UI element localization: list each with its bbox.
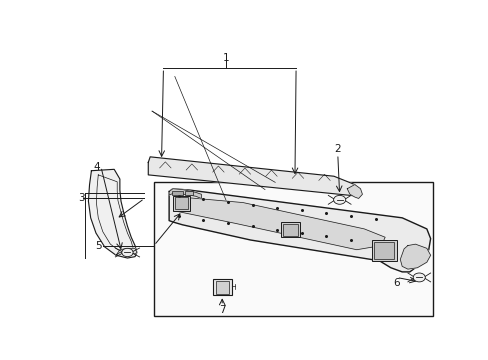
Text: 1: 1: [222, 53, 229, 63]
Bar: [154, 182, 432, 316]
Bar: [173, 195, 189, 211]
Bar: [282, 224, 297, 235]
Polygon shape: [116, 248, 137, 255]
Bar: [212, 279, 231, 296]
Text: 6: 6: [392, 278, 399, 288]
Bar: [280, 222, 299, 237]
Text: 5: 5: [95, 240, 102, 251]
Bar: [373, 242, 393, 258]
Polygon shape: [148, 157, 358, 195]
Polygon shape: [169, 189, 430, 272]
Bar: [171, 191, 183, 195]
Bar: [215, 281, 228, 293]
Bar: [184, 191, 193, 195]
Circle shape: [333, 195, 345, 204]
Text: 3: 3: [78, 193, 84, 203]
Circle shape: [412, 273, 425, 282]
Text: 4: 4: [93, 162, 100, 172]
Polygon shape: [346, 185, 362, 198]
Polygon shape: [169, 189, 201, 198]
Polygon shape: [400, 244, 430, 269]
Circle shape: [122, 248, 133, 257]
Bar: [175, 197, 188, 209]
Polygon shape: [88, 169, 137, 258]
Text: 7: 7: [219, 305, 225, 315]
Text: 2: 2: [334, 144, 341, 153]
Polygon shape: [175, 197, 385, 250]
Bar: [371, 240, 396, 261]
